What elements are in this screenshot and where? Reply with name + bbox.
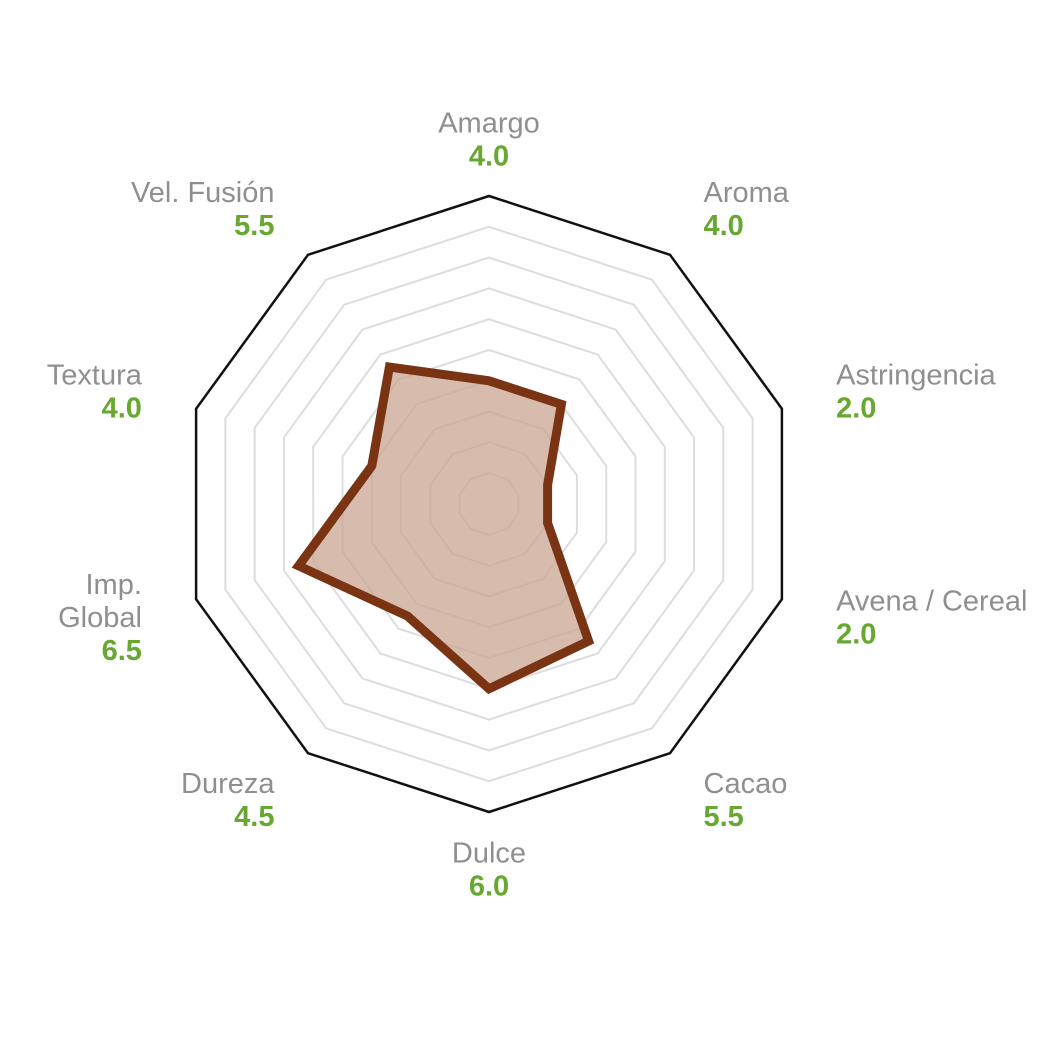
axis-value-label: 6.0 [469, 871, 509, 903]
axis-label: Aroma [704, 177, 790, 209]
axis-value-label: 4.5 [234, 801, 274, 833]
axis-value-label: 4.0 [704, 210, 744, 242]
grid-ring [224, 225, 754, 783]
axis-label: Dureza [181, 768, 275, 800]
axis-value-label: 5.5 [704, 801, 744, 833]
axis-label: Astringencia [836, 360, 996, 392]
axis-value-label: 4.0 [469, 141, 509, 173]
axis-label: Imp. [85, 569, 141, 601]
radar-outer-frame [194, 194, 784, 814]
axis-label: Textura [47, 360, 143, 392]
axis-label: Global [58, 602, 142, 634]
series-area [291, 361, 595, 695]
grid-ring [253, 256, 725, 752]
axis-label: Dulce [452, 838, 526, 870]
axis-value-label: 2.0 [836, 393, 876, 425]
axis-label: Cacao [704, 768, 788, 800]
axis-value-label: 2.0 [836, 618, 876, 650]
axis-label: Amargo [438, 108, 540, 140]
axis-value-label: 5.5 [234, 210, 274, 242]
grid-ring [283, 287, 695, 721]
axis-value-label: 6.5 [102, 635, 142, 667]
axis-label: Avena / Cereal [836, 585, 1027, 617]
axis-value-label: 4.0 [102, 393, 142, 425]
axis-label: Vel. Fusión [131, 177, 274, 209]
